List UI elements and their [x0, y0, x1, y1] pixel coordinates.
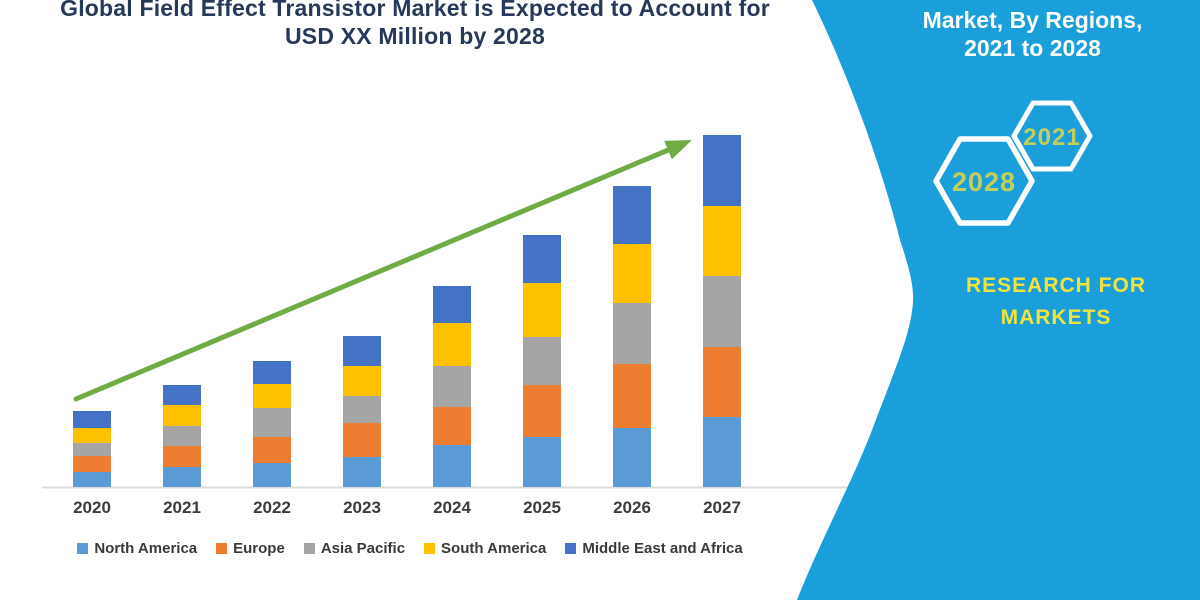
- bar-segment-2025-asia-pacific: [523, 337, 561, 385]
- bar-segment-2022-europe: [253, 437, 291, 463]
- legend-swatch-north-america: [77, 543, 89, 554]
- bar-segment-2021-europe: [163, 446, 201, 467]
- bar-segment-2024-north-america: [433, 445, 471, 487]
- bar-segment-2022-north-america: [253, 463, 291, 487]
- legend-swatch-south-america: [424, 543, 436, 554]
- legend-label-europe: Europe: [233, 540, 285, 557]
- bar-segment-2025-middle-east-and-africa: [523, 235, 561, 283]
- bar-segment-2026-north-america: [613, 428, 651, 487]
- bar-segment-2026-south-america: [613, 244, 651, 303]
- bar-segment-2027-europe: [703, 347, 741, 417]
- bar-segment-2020-europe: [73, 456, 111, 472]
- bar-segment-2027-middle-east-and-africa: [703, 135, 741, 206]
- x-axis-label-2023: 2023: [343, 498, 381, 517]
- x-axis-label-2026: 2026: [613, 498, 651, 517]
- legend-item-south-america: South America: [424, 540, 546, 557]
- bar-segment-2026-middle-east-and-africa: [613, 186, 651, 244]
- bar-segment-2020-north-america: [73, 472, 111, 487]
- hexagon-2028-label: 2028: [952, 167, 1016, 197]
- bar-segment-2023-europe: [343, 423, 381, 457]
- trend-arrow: [73, 140, 692, 402]
- bar-segment-2024-asia-pacific: [433, 366, 471, 407]
- bar-segment-2024-middle-east-and-africa: [433, 286, 471, 323]
- bar-segment-2021-north-america: [163, 467, 201, 487]
- trend-arrow-head: [664, 140, 692, 160]
- bar-segment-2020-middle-east-and-africa: [73, 411, 111, 428]
- legend-item-north-america: North America: [77, 540, 197, 557]
- bar-segment-2026-asia-pacific: [613, 303, 651, 364]
- sidebar-heading-line-2: Market, By Regions,: [922, 7, 1143, 33]
- bar-segment-2021-south-america: [163, 405, 201, 426]
- legend-item-europe: Europe: [216, 540, 285, 557]
- bar-segment-2022-asia-pacific: [253, 408, 291, 437]
- chart-title-line-1: Global Field Effect Transistor Market is…: [60, 0, 770, 21]
- sidebar-background: [797, 0, 1200, 600]
- bar-segment-2023-north-america: [343, 457, 381, 487]
- sidebar-heading: Global Field Effect Transistor Market, B…: [855, 0, 1200, 62]
- x-axis-label-2027: 2027: [703, 498, 741, 517]
- x-axis-label-2022: 2022: [253, 498, 291, 517]
- chart-title: Global Field Effect Transistor Market is…: [55, 0, 775, 50]
- bar-segment-2023-south-america: [343, 366, 381, 396]
- bar-segment-2027-asia-pacific: [703, 276, 741, 347]
- sidebar-heading-line-1: Global Field Effect Transistor: [855, 0, 1200, 6]
- hexagon-2021-label: 2021: [1023, 124, 1080, 151]
- bar-segment-2024-south-america: [433, 323, 471, 366]
- bar-segment-2027-south-america: [703, 206, 741, 276]
- bars-group: [73, 135, 741, 487]
- bar-segment-2022-south-america: [253, 384, 291, 408]
- x-axis-label-2025: 2025: [523, 498, 561, 517]
- legend-label-middle-east-and-africa: Middle East and Africa: [582, 540, 743, 557]
- bar-segment-2025-europe: [523, 385, 561, 437]
- trend-arrow-line: [73, 146, 675, 402]
- bar-segment-2022-middle-east-and-africa: [253, 361, 291, 384]
- bar-segment-2020-asia-pacific: [73, 443, 111, 456]
- bar-segment-2024-europe: [433, 407, 471, 445]
- bar-segment-2025-south-america: [523, 283, 561, 337]
- bar-segment-2023-middle-east-and-africa: [343, 336, 381, 366]
- legend-swatch-asia-pacific: [303, 543, 315, 554]
- bar-segment-2026-europe: [613, 364, 651, 428]
- bar-segment-2020-south-america: [73, 428, 111, 443]
- legend-label-south-america: South America: [441, 540, 547, 557]
- x-axis-label-2021: 2021: [163, 498, 201, 517]
- legend-item-asia-pacific: Asia Pacific: [303, 540, 406, 557]
- sidebar-heading-line-3: 2021 to 2028: [964, 35, 1101, 61]
- hexagon-2021-outline: [1011, 100, 1093, 172]
- brand-text: RESEARCH FOR MARKETS: [931, 270, 1181, 334]
- bar-segment-2023-asia-pacific: [343, 396, 381, 423]
- x-axis-label-2020: 2020: [73, 498, 111, 517]
- legend-item-middle-east-and-africa: Middle East and Africa: [565, 540, 743, 557]
- bar-segment-2025-north-america: [523, 437, 561, 487]
- x-axis-label-2024: 2024: [433, 498, 471, 517]
- legend-label-north-america: North America: [94, 540, 198, 557]
- brand-line-2: MARKETS: [1000, 306, 1112, 329]
- hexagon-2028-outline: [933, 136, 1035, 226]
- bar-segment-2021-middle-east-and-africa: [163, 385, 201, 405]
- legend-swatch-middle-east-and-africa: [565, 543, 577, 554]
- bar-segment-2021-asia-pacific: [163, 426, 201, 446]
- legend-swatch-europe: [216, 543, 228, 554]
- bar-segment-2027-north-america: [703, 417, 741, 487]
- legend-label-asia-pacific: Asia Pacific: [320, 540, 406, 557]
- brand-line-1: RESEARCH FOR: [965, 274, 1146, 297]
- chart-legend: North America Europe Asia Pacific South Ame…: [30, 540, 790, 557]
- chart-title-line-2: USD XX Million by 2028: [284, 23, 546, 49]
